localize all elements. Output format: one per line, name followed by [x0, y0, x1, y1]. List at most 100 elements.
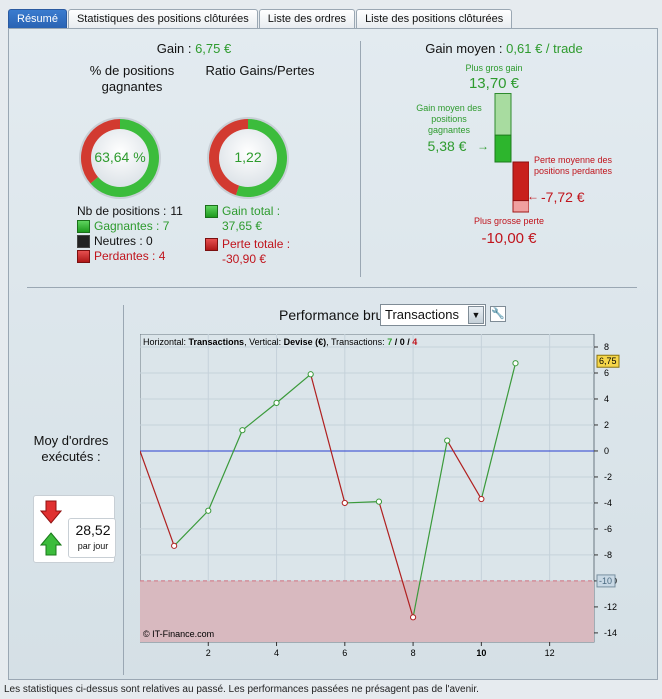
view-dropdown[interactable]: Transactions ▼ — [380, 304, 486, 326]
ratio-donut — [207, 117, 289, 199]
max-gain-value: 13,70 € — [468, 75, 520, 92]
legend-perte-totale: Perte totale : -30,90 € — [205, 237, 290, 267]
tab-closed-position-list[interactable]: Liste des positions clôturées — [356, 9, 513, 28]
max-loss-value: -10,00 € — [481, 230, 537, 247]
avg-loss-value: -7,72 € — [541, 189, 585, 205]
equity-segment — [344, 501, 379, 504]
equity-point — [273, 399, 280, 406]
max-loss-label: Plus grosse perte — [473, 216, 545, 226]
equity-segments — [140, 363, 517, 618]
arrow-down-icon — [40, 500, 62, 524]
equity-segment — [173, 510, 209, 547]
tab-bar: Résumé Statistiques des positions clôtur… — [8, 9, 513, 28]
gain-moyen-value: 0,61 € / trade — [506, 41, 583, 56]
legend-winning: Gagnantes : 7 — [77, 219, 169, 233]
equity-segment — [446, 440, 482, 500]
equity-segment — [276, 373, 312, 404]
y-tick-label: -8 — [604, 550, 612, 560]
orders-unit: par jour — [77, 541, 109, 551]
arrow-up-icon — [40, 532, 62, 556]
nb-positions: Nb de positions : 11 — [77, 204, 183, 218]
arrow-right-icon: → — [477, 139, 489, 153]
loss-limit-tag: -10 — [596, 574, 616, 588]
equity-segment — [242, 402, 277, 431]
gain-total-label: Gain total : — [222, 204, 281, 218]
vertical-divider-bottom — [123, 305, 124, 675]
losing-count: Perdantes : 4 — [94, 249, 166, 263]
gain-label: Gain : — [156, 41, 192, 56]
y-tick-label: 0 — [604, 446, 609, 456]
y-tick-label: 4 — [604, 394, 609, 404]
x-tick-label: 2 — [206, 648, 211, 658]
chart-info: Horizontal: Transactions, Vertical: Devi… — [143, 337, 417, 347]
equity-point — [478, 495, 485, 503]
x-tick-label: 12 — [545, 648, 555, 658]
equity-points — [171, 360, 519, 621]
black-square-icon — [77, 235, 90, 248]
perte-totale-label: Perte totale : — [222, 237, 291, 251]
equity-segment — [378, 501, 414, 618]
avg-gain-bar — [494, 134, 512, 163]
x-tick-label: 4 — [274, 648, 279, 658]
legend-gain-total: Gain total : 37,65 € — [205, 204, 280, 234]
tab-closed-position-stats[interactable]: Statistiques des positions clôturées — [67, 9, 258, 28]
nb-positions-value: 11 — [170, 204, 183, 218]
equity-point — [171, 542, 178, 549]
equity-point — [307, 371, 314, 378]
settings-wrench-icon[interactable]: 🔧 — [490, 306, 506, 322]
equity-segment — [140, 450, 175, 547]
performance-chart: 8 6 4 2 0 -2 -4 -6 -8 -10 -12 -14 2 4 6 8 10 12 Horizont… — [140, 334, 620, 658]
max-gain-label: Plus gros gain — [465, 63, 523, 73]
performance-title: Performance brute — [279, 307, 395, 323]
equity-segment — [310, 374, 346, 504]
tab-resume[interactable]: Résumé — [8, 9, 67, 28]
dropdown-value: Transactions — [385, 307, 459, 322]
loss-limit-zone — [140, 580, 594, 642]
equity-segment — [412, 440, 448, 618]
equity-point — [444, 437, 451, 444]
orders-value-box: 28,52 par jour — [68, 518, 116, 558]
y-tick-label: -12 — [604, 602, 617, 612]
equity-point — [375, 498, 383, 505]
y-tick-label: 6 — [604, 368, 609, 378]
perte-totale-value: -30,90 € — [222, 252, 267, 266]
gain-total-value: 37,65 € — [222, 219, 263, 233]
gain-moyen-label: Gain moyen : — [425, 41, 503, 56]
equity-segment — [207, 429, 243, 511]
avg-loss-bar — [512, 161, 529, 202]
y-axis-ticks: 8 6 4 2 0 -2 -4 -6 -8 -10 -12 -14 — [594, 342, 617, 638]
x-axis-ticks: 2 4 6 8 10 12 — [206, 642, 555, 658]
winning-donut — [79, 117, 161, 199]
gain-moyen-header: Gain moyen : 0,61 € / trade — [389, 41, 619, 56]
vertical-divider — [360, 41, 361, 277]
orders-value: 28,52 — [75, 522, 111, 538]
winning-title: % de positions gagnantes — [89, 63, 175, 94]
avg-loss-label: Perte moyenne des positions perdantes — [533, 155, 613, 176]
ratio-value: 1,22 — [234, 149, 262, 165]
ratio-title: Ratio Gains/Pertes — [205, 63, 315, 78]
tab-order-list[interactable]: Liste des ordres — [258, 9, 356, 28]
nb-positions-label: Nb de positions : — [77, 204, 167, 218]
gain-value: 6,75 € — [195, 41, 232, 56]
winning-count: Gagnantes : 7 — [94, 219, 170, 233]
equity-point — [512, 360, 519, 367]
arrow-left-icon: ← — [527, 189, 539, 203]
equity-point — [341, 499, 348, 507]
horizontal-divider — [27, 287, 637, 288]
y-tick-label: 2 — [604, 420, 609, 430]
x-tick-label: 8 — [411, 648, 416, 658]
chart-watermark: © IT-Finance.com — [143, 629, 214, 639]
winning-pct: 63,64 % — [94, 149, 146, 165]
dropdown-arrow-icon[interactable]: ▼ — [468, 306, 484, 324]
avg-gain-label: Gain moyen des positions gagnantes — [416, 103, 482, 135]
orders-title: Moy d'ordres exécutés : — [33, 433, 109, 464]
footer-disclaimer: Les statistiques ci-dessus sont relative… — [4, 684, 479, 695]
svg-text:-10: -10 — [599, 576, 612, 586]
y-tick-label: -14 — [604, 628, 617, 638]
y-tick-label: -6 — [604, 524, 612, 534]
orders-card: 28,52 par jour — [33, 495, 116, 563]
x-tick-label: 6 — [342, 648, 347, 658]
red-square-icon — [77, 250, 90, 263]
equity-segment — [480, 363, 517, 500]
equity-point — [205, 507, 212, 514]
